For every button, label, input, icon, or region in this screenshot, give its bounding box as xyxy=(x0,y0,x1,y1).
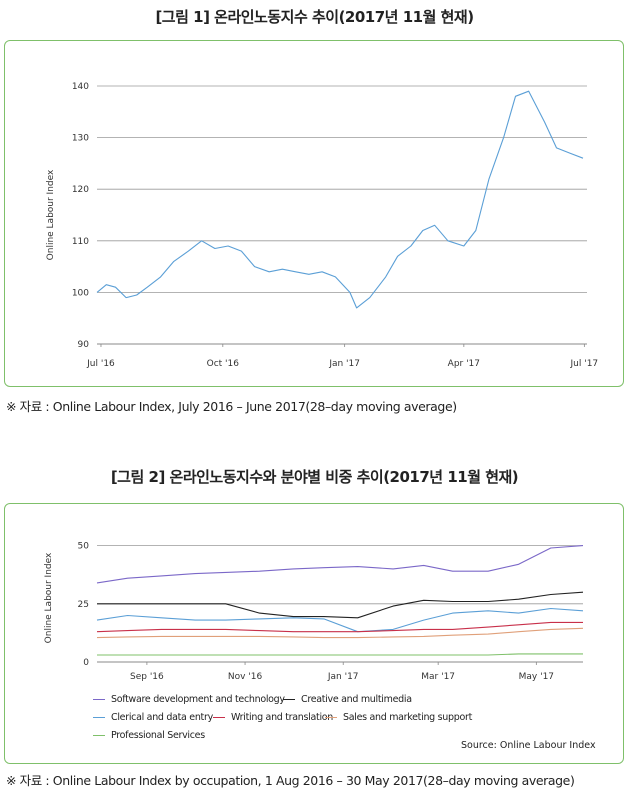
chart-1-svg: 90 100 110 120 130 140 Jul '16 Oct '16 Jan '17 Ap… xyxy=(46,82,599,369)
y-tick-label: 130 xyxy=(72,134,89,144)
legend-label: Creative and multimedia xyxy=(301,694,412,705)
figure-2-source-note: ※ 자료 : Online Labour Index by occupation… xyxy=(6,773,575,788)
series-line-software-development-and-technology xyxy=(96,545,584,584)
legend-swatch xyxy=(213,717,225,718)
legend-label: Clerical and data entry xyxy=(111,712,213,723)
chart-2-svg: 0 25 50 Sep '16 Nov '16 Jan '17 Mar '17 May '17… xyxy=(44,542,584,682)
legend-item: Writing and translation xyxy=(213,712,333,723)
series-line-clerical-and-data-entry xyxy=(96,607,584,633)
y-tick-label: 50 xyxy=(78,542,90,552)
x-tick-label: Jul '17 xyxy=(570,359,599,369)
series-line-creative-and-multimedia xyxy=(97,591,584,619)
chart-2-source: Source: Online Labour Index xyxy=(461,740,596,751)
y-tick-label: 110 xyxy=(72,237,89,247)
x-tick-label: Jul '16 xyxy=(86,359,115,369)
series-line xyxy=(96,90,584,309)
legend-label: Software development and technology xyxy=(111,694,285,705)
x-tick-label: Nov '16 xyxy=(228,672,263,682)
legend-item: Clerical and data entry xyxy=(93,712,213,723)
x-tick-label: Apr '17 xyxy=(448,359,480,369)
y-tick-label: 0 xyxy=(83,658,89,668)
legend-label: Professional Services xyxy=(111,730,205,741)
x-tick-label: Sep '16 xyxy=(130,672,164,682)
x-tick-label: Jan '17 xyxy=(328,359,360,369)
series-line-sales-and-marketing-support xyxy=(96,627,584,639)
chart-1-panel: 90 100 110 120 130 140 Jul '16 Oct '16 Jan '17 Ap… xyxy=(4,40,624,387)
legend-label: Writing and translation xyxy=(231,712,334,723)
legend-label: Sales and marketing support xyxy=(343,712,472,723)
x-tick-label: Jan '17 xyxy=(327,672,359,682)
legend-swatch xyxy=(93,735,105,736)
x-tick-label: Oct '16 xyxy=(207,359,240,369)
legend-item: Sales and marketing support xyxy=(325,712,472,723)
chart-2-panel: 0 25 50 Sep '16 Nov '16 Jan '17 Mar '17 May '17… xyxy=(4,503,624,764)
y-axis-label: Online Labour Index xyxy=(44,552,54,643)
legend-item: Software development and technology xyxy=(93,694,285,705)
y-tick-label: 100 xyxy=(72,288,89,298)
legend-swatch xyxy=(93,699,105,700)
y-axis-label: Online Labour Index xyxy=(46,169,56,260)
series-line-writing-and-translation xyxy=(96,621,583,633)
y-tick-label: 90 xyxy=(78,340,90,350)
legend-item: Creative and multimedia xyxy=(283,694,412,705)
x-tick-label: May '17 xyxy=(519,672,554,682)
series-line-professional-services xyxy=(97,653,583,656)
legend-swatch xyxy=(283,699,295,700)
figure-1-source-note: ※ 자료 : Online Labour Index, July 2016 – … xyxy=(6,399,457,414)
legend-swatch xyxy=(325,717,337,718)
legend-item: Professional Services xyxy=(93,730,205,741)
y-tick-label: 140 xyxy=(72,82,89,92)
figure-1-title: [그림 1] 온라인노동지수 추이(2017년 11월 현재) xyxy=(155,8,474,26)
x-tick-label: Mar '17 xyxy=(421,672,455,682)
legend-swatch xyxy=(93,717,105,718)
y-tick-label: 25 xyxy=(78,600,89,610)
y-tick-label: 120 xyxy=(72,185,89,195)
figure-2-title: [그림 2] 온라인노동지수와 분야별 비중 추이(2017년 11월 현재) xyxy=(110,468,519,486)
chart-2-legend: Software development and technology Creat… xyxy=(93,694,613,754)
